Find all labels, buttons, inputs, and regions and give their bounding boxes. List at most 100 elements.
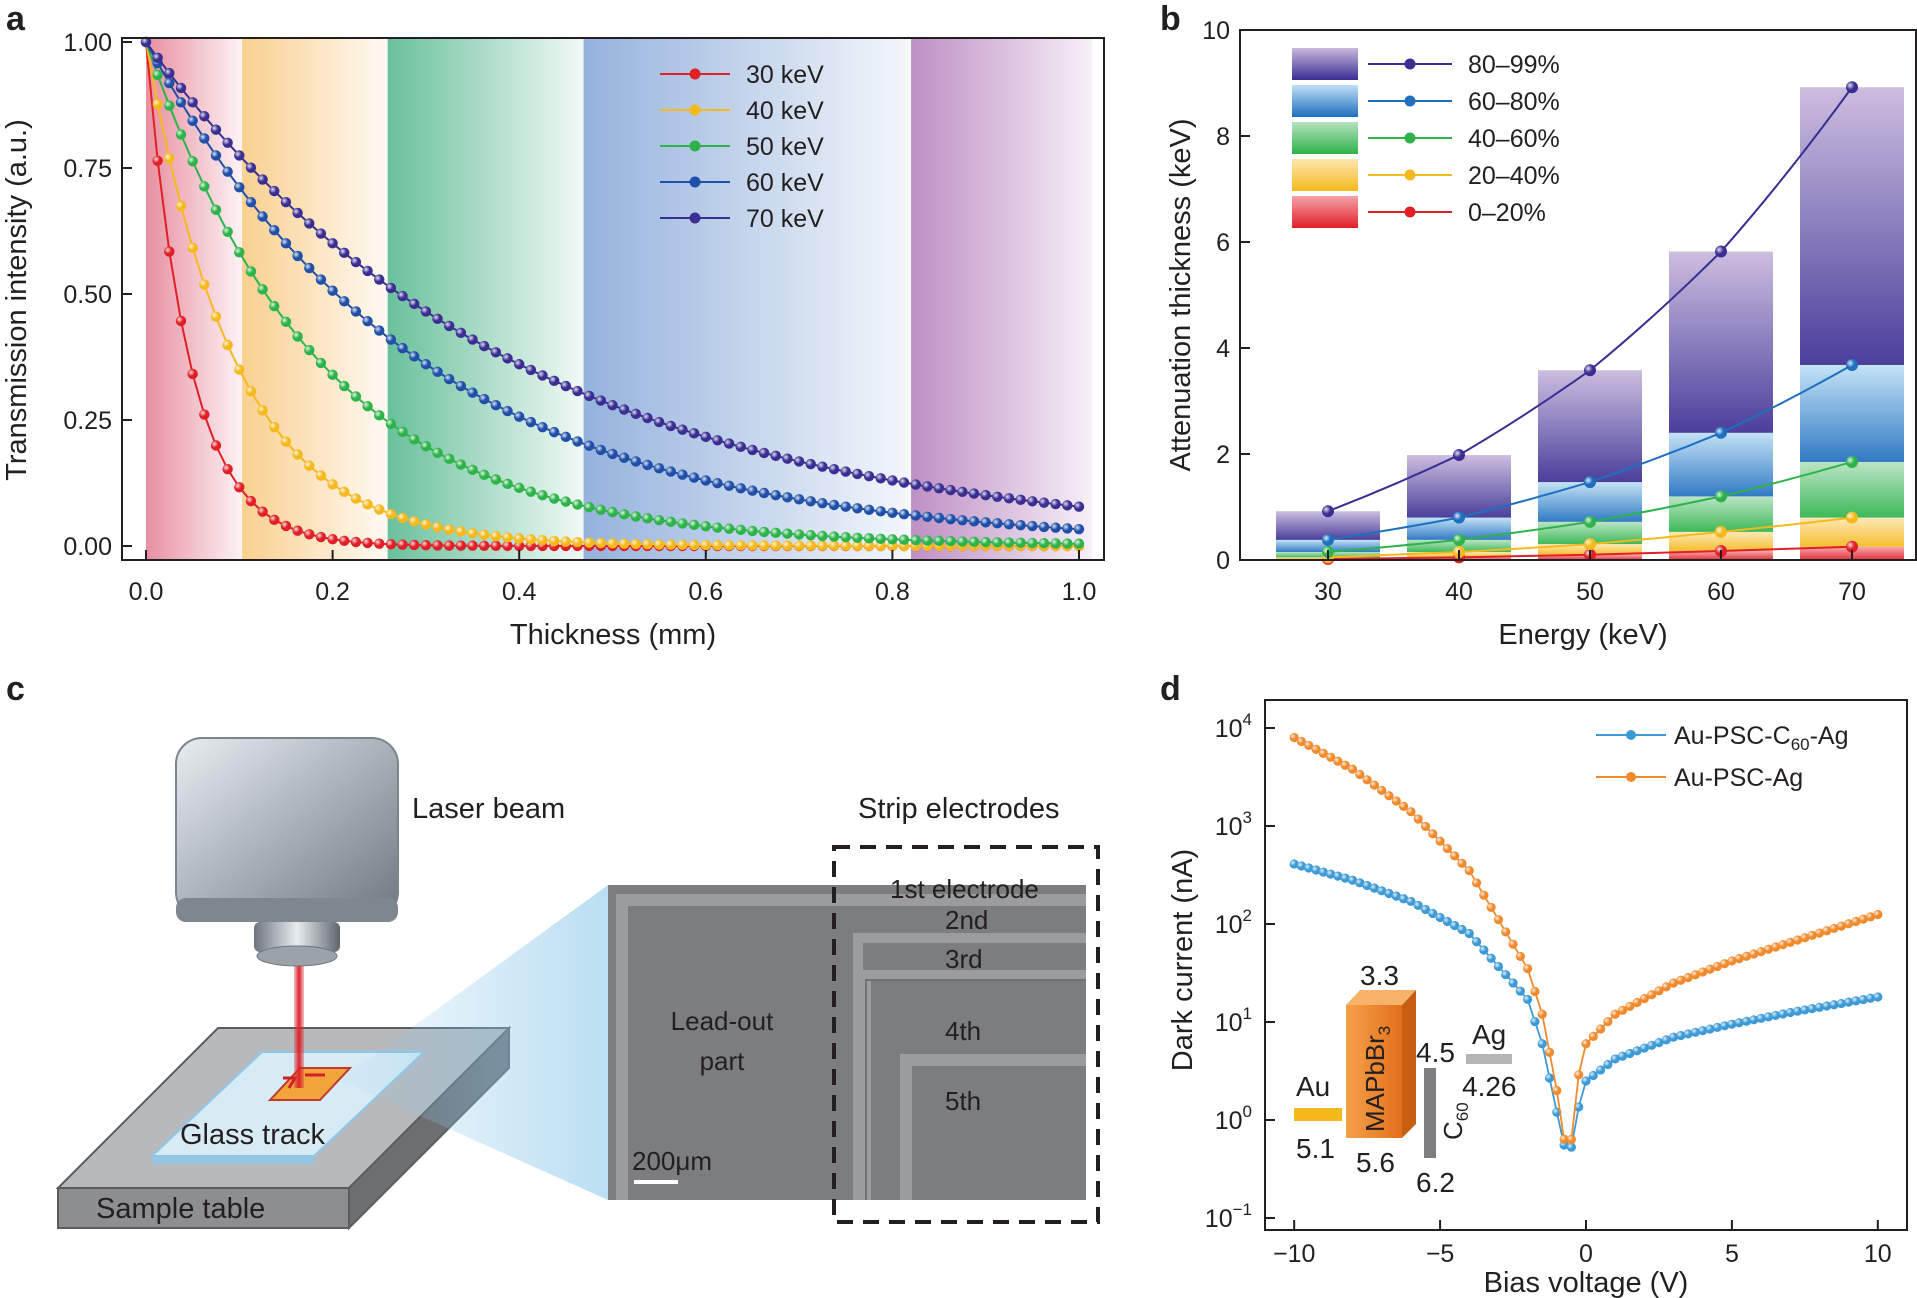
point-d-shine — [1581, 1039, 1590, 1048]
point-shine-1-34 — [537, 535, 547, 545]
point-shine-3-28 — [467, 387, 477, 397]
x-axis-label-d: Bias voltage (V) — [1484, 1267, 1689, 1298]
point-d-shine — [1435, 837, 1444, 846]
point-shine-3-46 — [677, 469, 687, 479]
point-shine-2-28 — [467, 465, 477, 475]
point-shine-2-22 — [397, 427, 407, 437]
point-shine-1-8 — [234, 364, 244, 374]
point-shine-3-18 — [351, 306, 361, 316]
point-d-shine — [1494, 962, 1503, 971]
point-shine-3-65 — [899, 509, 909, 519]
point-shine-2-41 — [619, 509, 629, 519]
point-shine-0-5 — [199, 409, 209, 419]
x-tick-label-d: 0 — [1579, 1240, 1593, 1268]
point-shine-3-76 — [1027, 521, 1037, 531]
point-shine-4-67 — [922, 481, 932, 491]
boundary-point-shine — [1453, 512, 1465, 524]
x-tick-label-b: 40 — [1445, 578, 1473, 606]
point-shine-3-47 — [689, 472, 699, 482]
point-shine-1-47 — [689, 540, 699, 550]
point-shine-3-21 — [386, 334, 396, 344]
point-shine-1-37 — [572, 537, 582, 547]
point-shine-3-11 — [269, 225, 279, 235]
point-shine-3-48 — [701, 475, 711, 485]
boundary-point-shine — [1715, 246, 1727, 258]
point-shine-3-38 — [584, 441, 594, 451]
point-shine-2-6 — [211, 205, 221, 215]
point-shine-2-32 — [514, 483, 524, 493]
legend-label-b: 40–60% — [1468, 125, 1560, 153]
boundary-point-shine — [1715, 427, 1727, 439]
point-shine-1-13 — [292, 449, 302, 459]
y-tick-label-a: 0.25 — [63, 407, 112, 435]
point-shine-1-53 — [759, 540, 769, 550]
point-d-shine — [1472, 878, 1481, 887]
x-tick-label-a: 0.4 — [502, 578, 537, 606]
point-shine-2-79 — [1062, 538, 1072, 548]
point-shine-3-20 — [374, 325, 384, 335]
x-tick-label-d: 5 — [1725, 1240, 1739, 1268]
point-shine-2-53 — [759, 527, 769, 537]
point-shine-1-46 — [677, 540, 687, 550]
boundary-point-shine — [1846, 512, 1858, 524]
point-shine-0-18 — [351, 537, 361, 547]
point-shine-3-35 — [549, 427, 559, 437]
point-shine-2-18 — [351, 391, 361, 401]
point-shine-3-60 — [841, 501, 851, 511]
point-shine-2-9 — [246, 266, 256, 276]
legend-label-a: 70 keV — [746, 205, 824, 233]
point-shine-1-4 — [187, 243, 197, 253]
point-d-shine — [1567, 1143, 1576, 1152]
boundary-point-shine — [1322, 534, 1334, 546]
point-shine-0-28 — [467, 541, 477, 551]
point-shine-2-39 — [596, 505, 606, 515]
bar-60-4 — [1669, 252, 1773, 433]
point-shine-1-11 — [269, 422, 279, 432]
c60-top-value: 4.5 — [1416, 1037, 1455, 1068]
point-shine-4-45 — [666, 421, 676, 431]
point-shine-2-55 — [782, 528, 792, 538]
point-shine-3-62 — [864, 505, 874, 515]
point-shine-3-12 — [281, 238, 291, 248]
point-d-shine — [1567, 1135, 1576, 1144]
point-shine-3-2 — [164, 78, 174, 88]
panel-b-chart: 30 40 50 60 700246810 Energy (keV) Attenuati… — [1165, 17, 1916, 651]
point-shine-3-80 — [1074, 524, 1084, 534]
point-d-shine — [1450, 851, 1459, 860]
electrode-3-label: 3rd — [945, 944, 983, 974]
legend-marker-a — [690, 141, 701, 152]
point-shine-2-54 — [771, 528, 781, 538]
y-tick-label-a: 0.50 — [63, 281, 112, 309]
point-shine-4-79 — [1062, 500, 1072, 510]
bar-50-4 — [1538, 370, 1642, 482]
point-shine-4-46 — [677, 424, 687, 434]
point-shine-2-74 — [1004, 537, 1014, 547]
point-shine-4-18 — [351, 257, 361, 267]
point-shine-4-4 — [187, 97, 197, 107]
electrode-5-label: 5th — [945, 1086, 981, 1116]
point-shine-3-32 — [514, 411, 524, 421]
x-axis-label-a: Thickness (mm) — [510, 619, 716, 651]
point-shine-2-33 — [526, 486, 536, 496]
point-shine-2-69 — [946, 536, 956, 546]
c60-bottom-value: 6.2 — [1416, 1167, 1455, 1198]
point-shine-3-6 — [211, 150, 221, 160]
point-shine-4-14 — [304, 218, 314, 228]
point-shine-4-5 — [199, 111, 209, 121]
point-shine-1-25 — [432, 522, 442, 532]
legend-swatch-b — [1292, 85, 1358, 117]
point-shine-2-7 — [222, 227, 232, 237]
point-shine-1-55 — [782, 540, 792, 550]
y-tick-label-d: 10−1 — [1205, 1200, 1252, 1233]
point-shine-4-75 — [1015, 495, 1025, 505]
point-shine-4-66 — [911, 479, 921, 489]
y-tick-base: 10 — [1215, 1107, 1243, 1135]
point-shine-1-50 — [724, 540, 734, 550]
point-shine-4-53 — [759, 448, 769, 458]
point-shine-1-7 — [222, 340, 232, 350]
point-shine-3-14 — [304, 263, 314, 273]
y-axis-label-b: Attenuation thickness (keV) — [1165, 118, 1197, 471]
y-tick-label-d: 103 — [1215, 808, 1252, 841]
legend-name-sub: 60 — [1791, 735, 1810, 754]
point-shine-3-52 — [747, 486, 757, 496]
